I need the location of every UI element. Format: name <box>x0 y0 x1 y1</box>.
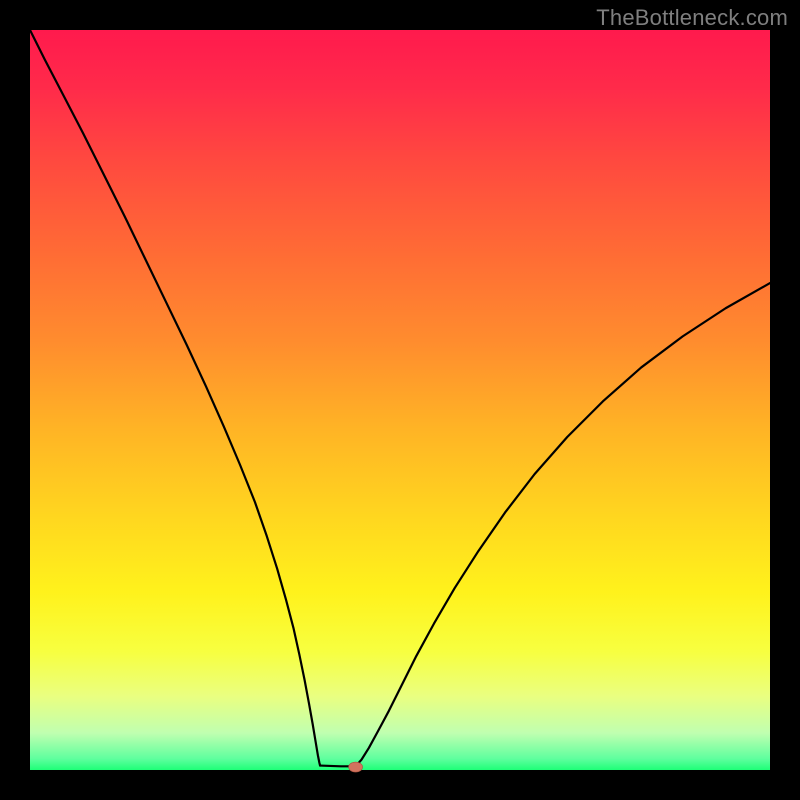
figure-stage: TheBottleneck.com <box>0 0 800 800</box>
curve-left <box>30 30 320 766</box>
curve-right <box>356 283 770 766</box>
chart-lines-layer <box>30 30 770 770</box>
min-marker <box>349 762 363 772</box>
plot-area <box>30 30 770 770</box>
watermark-text: TheBottleneck.com <box>596 5 788 31</box>
